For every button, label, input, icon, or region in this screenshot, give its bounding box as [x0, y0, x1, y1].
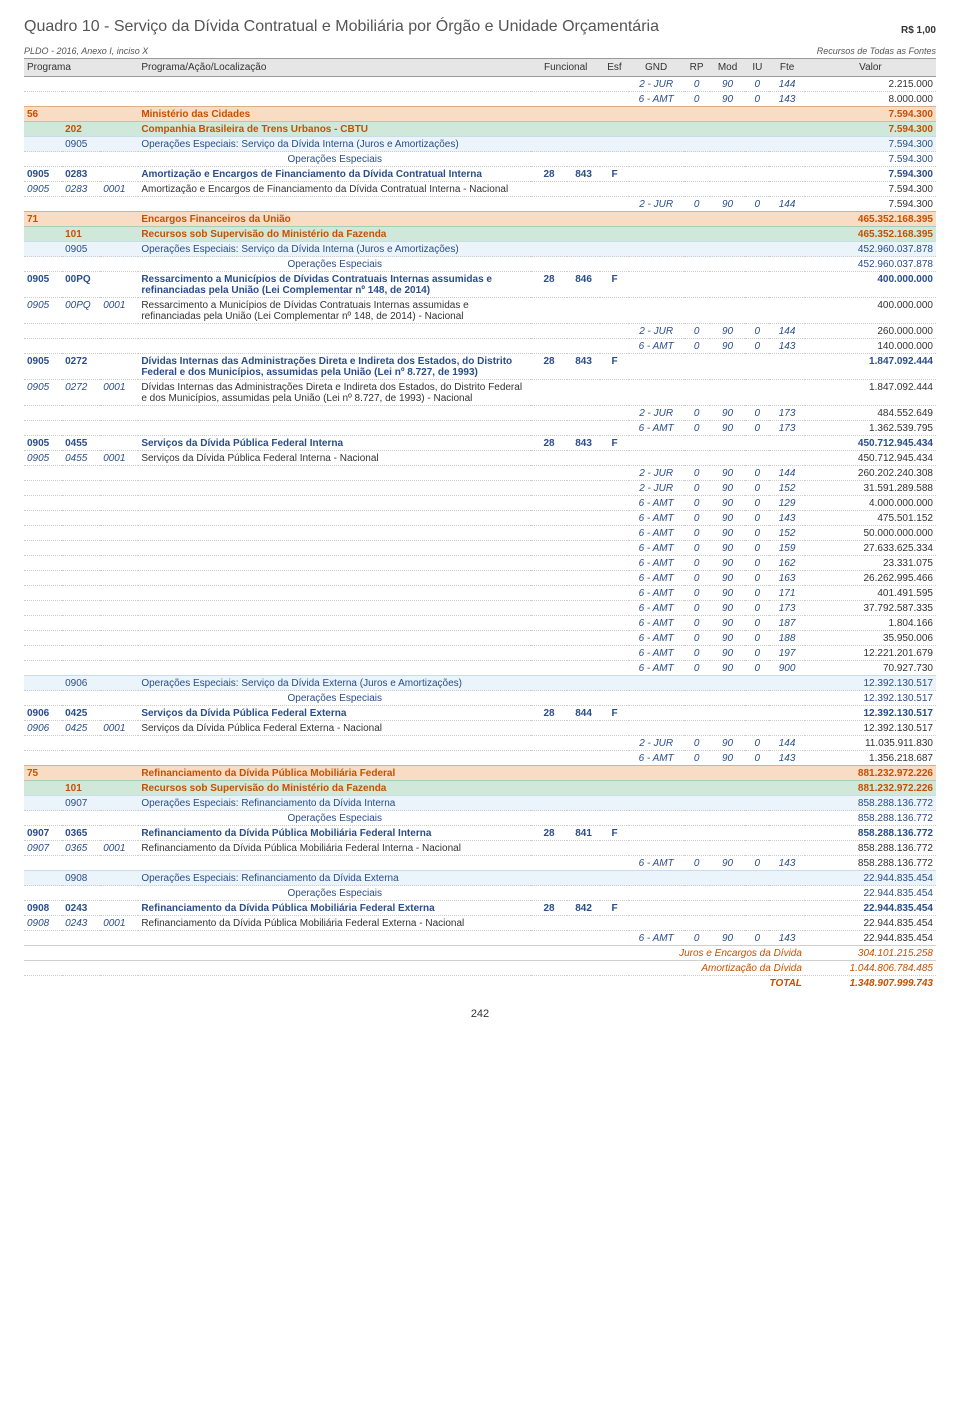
table-row: Operações Especiais7.594.300: [24, 152, 936, 167]
table-row: 6 - AMT09001431.356.218.687: [24, 751, 936, 766]
title-row: Quadro 10 - Serviço da Dívida Contratual…: [24, 18, 936, 36]
table-row: 2 - JUR090015231.591.289.588: [24, 481, 936, 496]
page-number: 242: [24, 1008, 936, 1020]
table-row: 6 - AMT090015250.000.000.000: [24, 526, 936, 541]
page-title: Quadro 10 - Serviço da Dívida Contratual…: [24, 18, 659, 36]
table-row: 090504550001Serviços da Dívida Pública F…: [24, 451, 936, 466]
col-header: Esf: [600, 59, 629, 77]
table-row: 0906Operações Especiais: Serviço da Dívi…: [24, 676, 936, 691]
table-row: 6 - AMT0900143475.501.152: [24, 511, 936, 526]
table-row: 0907Operações Especiais: Refinanciamento…: [24, 796, 936, 811]
subheader-row: PLDO - 2016, Anexo I, inciso X Recursos …: [24, 46, 936, 56]
table-row: 09060425Serviços da Dívida Pública Feder…: [24, 706, 936, 721]
table-row: 6 - AMT0900143858.288.136.772: [24, 856, 936, 871]
unit-label: R$ 1,00: [901, 25, 936, 36]
table-row: 71Encargos Financeiros da União465.352.1…: [24, 212, 936, 227]
table-row: 56Ministério das Cidades7.594.300: [24, 107, 936, 122]
table-row: 09050455Serviços da Dívida Pública Feder…: [24, 436, 936, 451]
budget-table: ProgramaPrograma/Ação/LocalizaçãoFuncion…: [24, 58, 936, 990]
table-row: 2 - JUR0900144260.202.240.308: [24, 466, 936, 481]
table-row: 6 - AMT090017337.792.587.335: [24, 601, 936, 616]
table-row: 090604250001Serviços da Dívida Pública F…: [24, 721, 936, 736]
table-row: 2 - JUR09001442.215.000: [24, 77, 936, 92]
col-header: Programa/Ação/Localização: [138, 59, 531, 77]
table-row: 6 - AMT09001294.000.000.000: [24, 496, 936, 511]
table-row: 2 - JUR09001447.594.300: [24, 197, 936, 212]
table-row: 09050272Dívidas Internas das Administraç…: [24, 354, 936, 380]
col-header: Programa: [24, 59, 138, 77]
table-row: 090500PQ0001Ressarcimento a Municípios d…: [24, 298, 936, 324]
col-header: Mod: [710, 59, 746, 77]
table-row: 6 - AMT090016326.262.995.466: [24, 571, 936, 586]
table-row: 6 - AMT09001731.362.539.795: [24, 421, 936, 436]
col-header: GND: [629, 59, 684, 77]
table-row: 101Recursos sob Supervisão do Ministério…: [24, 781, 936, 796]
table-row: 6 - AMT090018835.950.006: [24, 631, 936, 646]
subheader-right: Recursos de Todas as Fontes: [817, 46, 936, 56]
table-row: Operações Especiais12.392.130.517: [24, 691, 936, 706]
table-header-row: ProgramaPrograma/Ação/LocalizaçãoFuncion…: [24, 59, 936, 77]
table-row: 09080243Refinanciamento da Dívida Públic…: [24, 901, 936, 916]
table-row: Operações Especiais22.944.835.454: [24, 886, 936, 901]
col-header: IU: [745, 59, 769, 77]
table-row: 2 - JUR0900173484.552.649: [24, 406, 936, 421]
table-row: 090502830001Amortização e Encargos de Fi…: [24, 182, 936, 197]
table-row: 6 - AMT09001871.804.166: [24, 616, 936, 631]
col-header: Fte: [769, 59, 805, 77]
table-row: 09050283Amortização e Encargos de Financ…: [24, 167, 936, 182]
table-row: 0908Operações Especiais: Refinanciamento…: [24, 871, 936, 886]
table-row: 090502720001Dívidas Internas das Adminis…: [24, 380, 936, 406]
table-row: 6 - AMT090014322.944.835.454: [24, 931, 936, 946]
table-row: 2 - JUR0900144260.000.000: [24, 324, 936, 339]
table-row: 101Recursos sob Supervisão do Ministério…: [24, 227, 936, 242]
table-row: 090500PQRessarcimento a Municípios de Dí…: [24, 272, 936, 298]
table-row: 6 - AMT090090070.927.730: [24, 661, 936, 676]
table-row: 090703650001Refinanciamento da Dívida Pú…: [24, 841, 936, 856]
table-row: 0905Operações Especiais: Serviço da Dívi…: [24, 137, 936, 152]
table-row: 6 - AMT09001438.000.000: [24, 92, 936, 107]
table-row: 6 - AMT090019712.221.201.679: [24, 646, 936, 661]
table-row: 75Refinanciamento da Dívida Pública Mobi…: [24, 766, 936, 781]
table-row: 0905Operações Especiais: Serviço da Dívi…: [24, 242, 936, 257]
summary-row: Juros e Encargos da Dívida304.101.215.25…: [24, 946, 936, 961]
summary-row: Amortização da Dívida1.044.806.784.485: [24, 961, 936, 976]
table-row: 6 - AMT0900171401.491.595: [24, 586, 936, 601]
col-header: Valor: [805, 59, 936, 77]
table-row: 6 - AMT090016223.331.075: [24, 556, 936, 571]
table-row: Operações Especiais452.960.037.878: [24, 257, 936, 272]
table-row: 6 - AMT090015927.633.625.334: [24, 541, 936, 556]
table-row: 090802430001Refinanciamento da Dívida Pú…: [24, 916, 936, 931]
col-header: RP: [684, 59, 710, 77]
table-row: 202Companhia Brasileira de Trens Urbanos…: [24, 122, 936, 137]
table-row: 09070365Refinanciamento da Dívida Públic…: [24, 826, 936, 841]
table-row: 2 - JUR090014411.035.911.830: [24, 736, 936, 751]
total-row: TOTAL1.348.907.999.743: [24, 976, 936, 991]
subheader-left: PLDO - 2016, Anexo I, inciso X: [24, 46, 148, 56]
table-row: Operações Especiais858.288.136.772: [24, 811, 936, 826]
col-header: Funcional: [531, 59, 600, 77]
table-row: 6 - AMT0900143140.000.000: [24, 339, 936, 354]
